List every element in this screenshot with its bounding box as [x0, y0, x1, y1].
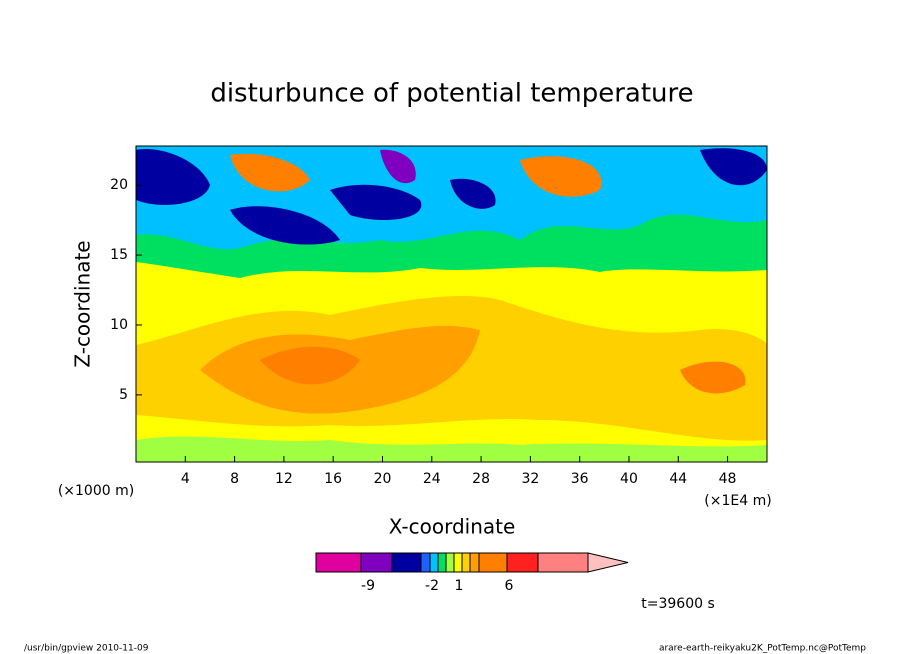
- colorbar-label: -2: [425, 578, 439, 594]
- colorbar-label: 6: [505, 578, 514, 594]
- x-tick-label: 36: [571, 471, 589, 487]
- x-tick-label: 48: [719, 471, 737, 487]
- x-tick-label: 24: [423, 471, 441, 487]
- colorbar-box: [437, 552, 447, 573]
- colorbar-box: [461, 552, 471, 573]
- x-tick-label: 4: [181, 471, 190, 487]
- footer-right: arare-earth-reikyaku2K_PotTemp.nc@PotTem…: [659, 644, 866, 654]
- colorbar-box: [469, 552, 480, 573]
- colorbar-box: [445, 552, 455, 573]
- x-tick-label: 32: [521, 471, 539, 487]
- x-tick-label: 8: [230, 471, 239, 487]
- y-axis-label: Z-coordinate: [71, 240, 95, 367]
- y-tick-label: 10: [110, 317, 128, 333]
- chart-title: disturbunce of potential temperature: [210, 79, 693, 109]
- colorbar-box: [420, 552, 431, 573]
- x-tick-label: 20: [374, 471, 392, 487]
- x-unit-label: (×1000 m): [58, 483, 134, 499]
- colorbar-box: [453, 552, 463, 573]
- y-tick-label: 20: [110, 177, 128, 193]
- contour-field: [136, 146, 767, 462]
- footer-left: /usr/bin/gpview 2010-11-09: [24, 644, 149, 654]
- colorbar-label: 1: [455, 578, 464, 594]
- colorbar-box: [429, 552, 439, 573]
- colorbar-box: [315, 552, 362, 573]
- y-tick-label: 15: [110, 247, 128, 263]
- x-scale-label: (×1E4 m): [704, 493, 771, 509]
- colorbar-arrow: [587, 552, 629, 573]
- x-tick-label: 40: [620, 471, 638, 487]
- x-tick-label: 44: [669, 471, 687, 487]
- colorbar-box: [478, 552, 508, 573]
- colorbar-box: [537, 552, 589, 573]
- y-tick-label: 5: [119, 387, 128, 403]
- x-axis-label: X-coordinate: [389, 515, 516, 539]
- colorbar-label: -9: [361, 578, 375, 594]
- colorbar-box: [360, 552, 393, 573]
- x-tick-label: 12: [275, 471, 293, 487]
- colorbar-box: [391, 552, 422, 573]
- time-label: t=39600 s: [641, 596, 715, 612]
- plot-frame: [135, 145, 768, 463]
- colorbar-box: [506, 552, 539, 573]
- x-tick-label: 28: [472, 471, 490, 487]
- x-tick-label: 16: [324, 471, 342, 487]
